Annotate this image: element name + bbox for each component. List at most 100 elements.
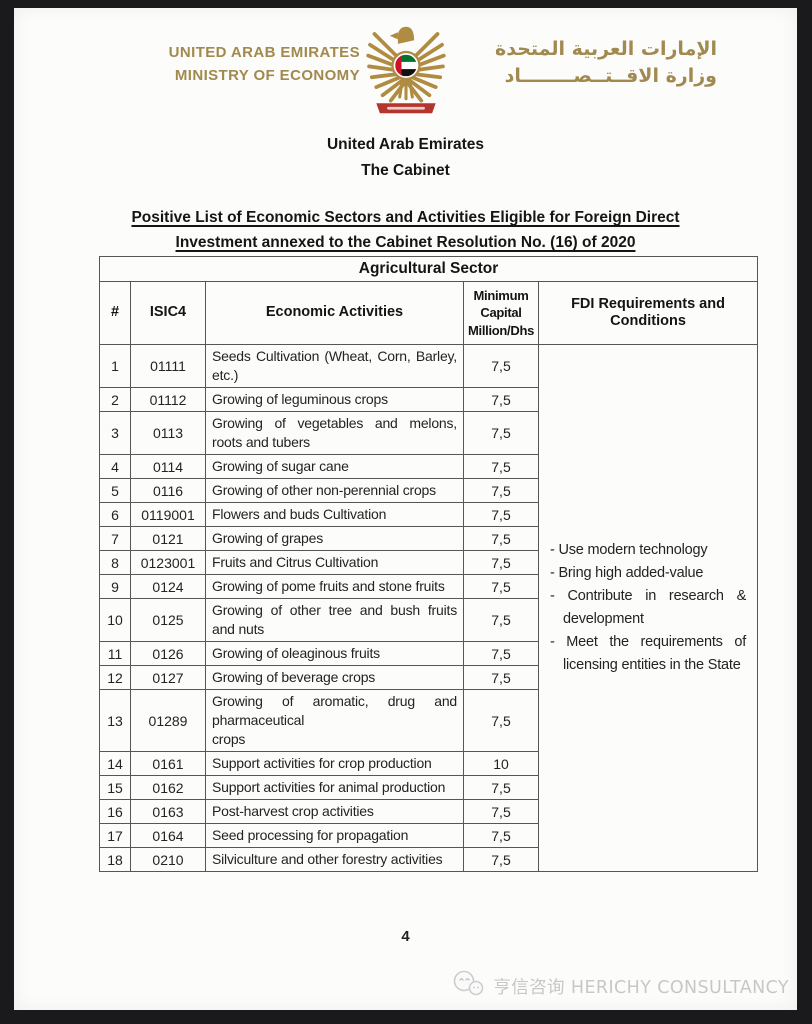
economic-activity-cell: Growing of grapes <box>205 526 464 551</box>
minimum-capital-cell: 7,5 <box>463 598 539 642</box>
isic4-code-cell: 0164 <box>130 823 206 848</box>
agricultural-sector-table: Agricultural Sector # ISIC4 Economic Act… <box>98 256 759 872</box>
isic4-code-cell: 0163 <box>130 799 206 824</box>
table-row: 17 0164 Seed processing for propagation 7,5 <box>99 823 758 848</box>
minimum-capital-cell: 7,5 <box>463 550 539 575</box>
table-row: 10 0125 Growing of other tree and bush fru… <box>99 598 758 642</box>
economic-activity-cell: Growing of pome fruits and stone fruits <box>205 574 464 599</box>
economic-activity-cell: Growing of other non-perennial crops <box>205 478 464 503</box>
sector-title: Agricultural Sector <box>98 256 759 282</box>
minimum-capital-cell: 7,5 <box>463 478 539 503</box>
row-number-cell: 14 <box>99 751 131 776</box>
isic4-code-cell: 0116 <box>130 478 206 503</box>
ministry-en-line1: UNITED ARAB EMIRATES <box>168 44 360 61</box>
row-number-cell: 3 <box>99 411 131 455</box>
table-row: 2 01112 Growing of leguminous crops 7,5 <box>99 387 758 412</box>
minimum-capital-cell: 7,5 <box>463 526 539 551</box>
row-number-cell: 13 <box>99 689 131 752</box>
isic4-code-cell: 01111 <box>130 344 206 388</box>
fdi-requirement-item: - Bring high added-value <box>550 565 704 581</box>
ministry-name-english: UNITED ARAB EMIRATES MINISTRY OF ECONOMY <box>169 41 360 87</box>
row-number-cell: 5 <box>99 478 131 503</box>
row-number-cell: 8 <box>99 550 131 575</box>
economic-activity-cell: Growing of aromatic, drug and pharmaceut… <box>205 689 464 752</box>
sector-table-container: Agricultural Sector # ISIC4 Economic Act… <box>98 256 759 872</box>
table-row: 7 0121 Growing of grapes 7,5 <box>99 526 758 551</box>
table-row: 1 01111 Seeds Cultivation (Wheat, Corn, Ba… <box>99 344 759 872</box>
economic-activity-cell: Growing of leguminous crops <box>205 387 464 412</box>
row-number-cell: 17 <box>99 823 131 848</box>
table-row: 9 0124 Growing of pome fruits and stone fr… <box>99 574 758 599</box>
table-row: 12 0127 Growing of beverage crops 7,5 <box>99 665 758 690</box>
page-number: 4 <box>401 928 410 945</box>
minimum-capital-cell: 7,5 <box>463 775 539 800</box>
economic-activity-cell: Growing of sugar cane <box>205 454 464 479</box>
column-header-capital: Minimum Capital Million/Dhs <box>463 281 539 345</box>
row-number-cell: 4 <box>99 454 131 479</box>
economic-activity-cell: Support activities for crop production <box>205 751 464 776</box>
isic4-code-cell: 0119001 <box>130 502 206 527</box>
row-number-cell: 15 <box>99 775 131 800</box>
ministry-ar-line1: الإمارات العربية المتحدة <box>495 38 717 60</box>
fdi-requirement-item: - Meet the requirements of licensing ent… <box>550 634 747 673</box>
row-number-cell: 10 <box>99 598 131 642</box>
sector-title-row: Agricultural Sector <box>98 256 759 282</box>
minimum-capital-cell: 7,5 <box>463 641 539 666</box>
isic4-code-cell: 01112 <box>130 387 206 412</box>
table-row: 3 0113 Growing of vegetables and melons, r… <box>99 411 758 455</box>
title-country: United Arab Emirates <box>326 136 485 153</box>
heading-line2: Investment annexed to the Cabinet Resolu… <box>175 234 636 251</box>
ministry-en-line2: MINISTRY OF ECONOMY <box>174 67 360 84</box>
table-row: 4 0114 Growing of sugar cane 7,5 <box>99 454 758 479</box>
heading-line1: Positive List of Economic Sectors and Ac… <box>131 209 680 226</box>
economic-activity-cell: Seeds Cultivation (Wheat, Corn, Barley, … <box>205 344 464 388</box>
ministry-name-arabic: الإمارات العربية المتحدة وزارة الاقــتــ… <box>455 36 717 90</box>
row-number-cell: 18 <box>99 847 131 872</box>
isic4-code-cell: 0125 <box>130 598 206 642</box>
isic4-code-cell: 0114 <box>130 454 206 479</box>
minimum-capital-cell: 10 <box>463 751 539 776</box>
isic4-code-cell: 0123001 <box>130 550 206 575</box>
isic4-code-cell: 0162 <box>130 775 206 800</box>
economic-activity-cell: Growing of beverage crops <box>205 665 464 690</box>
row-number-cell: 9 <box>99 574 131 599</box>
document-heading: Positive List of Economic Sectors and Ac… <box>14 205 797 255</box>
minimum-capital-cell: 7,5 <box>463 665 539 690</box>
table-row: 15 0162 Support activities for animal prod… <box>99 775 758 800</box>
row-number-cell: 16 <box>99 799 131 824</box>
watermark-text: 亨信咨询 HERICHY CONSULTANCY <box>493 978 789 998</box>
watermark: 亨信咨询 HERICHY CONSULTANCY <box>451 969 789 1004</box>
uae-falcon-emblem-icon <box>365 25 447 120</box>
column-header-fdi: FDI Requirements and Conditions <box>537 281 759 345</box>
title-cabinet: The Cabinet <box>361 162 450 179</box>
minimum-capital-cell: 7,5 <box>463 689 539 752</box>
row-number-cell: 2 <box>99 387 131 412</box>
column-header-isic4: ISIC4 <box>130 281 206 345</box>
table-row: 8 0123001 Fruits and Citrus Cultivation 7,5 <box>99 550 758 575</box>
table-row: 11 0126 Growing of oleaginous fruits 7,5 <box>99 641 758 666</box>
isic4-code-cell: 0127 <box>130 665 206 690</box>
table-row: 13 01289 Growing of aromatic, drug and pha… <box>99 689 758 752</box>
row-number-cell: 7 <box>99 526 131 551</box>
isic4-code-cell: 0161 <box>130 751 206 776</box>
minimum-capital-cell: 7,5 <box>463 411 539 455</box>
fdi-requirements-cell: - Use modern technology - Bring high adde… <box>537 344 759 872</box>
economic-activity-cell: Support activities for animal production <box>205 775 464 800</box>
economic-activity-cell: Seed processing for propagation <box>205 823 464 848</box>
isic4-code-cell: 0124 <box>130 574 206 599</box>
minimum-capital-cell: 7,5 <box>463 502 539 527</box>
column-header-row: # ISIC4 Economic Activities Minimum Capi… <box>99 281 759 345</box>
minimum-capital-cell: 7,5 <box>463 344 539 388</box>
row-number-cell: 11 <box>99 641 131 666</box>
watermark-logo-icon <box>451 969 487 1004</box>
economic-activity-cell: Growing of other tree and bush fruits an… <box>205 598 464 642</box>
economic-activity-cell: Post-harvest crop activities <box>205 799 464 824</box>
isic4-code-cell: 0121 <box>130 526 206 551</box>
minimum-capital-cell: 7,5 <box>463 799 539 824</box>
economic-activity-cell: Fruits and Citrus Cultivation <box>205 550 464 575</box>
row-number-cell: 6 <box>99 502 131 527</box>
table-row: 18 0210 Silviculture and other forestry ac… <box>99 847 758 872</box>
economic-activity-cell: Flowers and buds Cultivation <box>205 502 464 527</box>
minimum-capital-cell: 7,5 <box>463 574 539 599</box>
isic4-code-cell: 01289 <box>130 689 206 752</box>
